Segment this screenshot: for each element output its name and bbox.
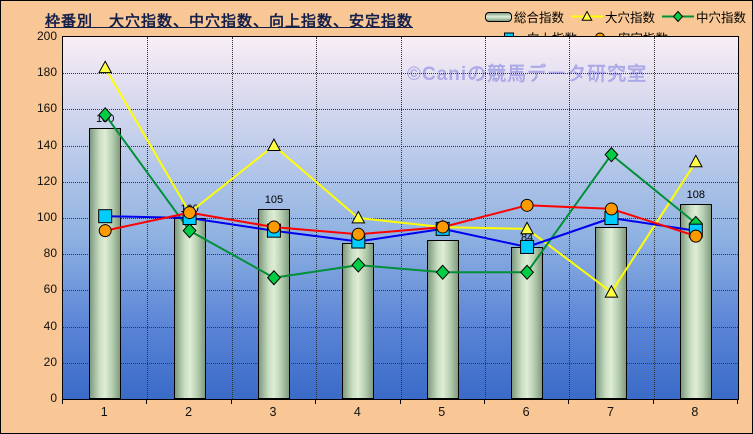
bar-data-label: 84 (520, 231, 534, 244)
x-axis-tick (315, 400, 317, 404)
bar-data-label: 108 (686, 188, 705, 201)
y-axis-label: 60 (43, 282, 57, 297)
x-axis-label: 1 (100, 405, 108, 419)
y-axis-label: 120 (36, 173, 57, 188)
diamond-marker (604, 146, 619, 163)
y-axis-label: 100 (36, 210, 57, 224)
y-axis-label: 180 (36, 65, 57, 80)
legend-label: 大穴指数 (605, 11, 656, 25)
circle-marker (520, 198, 534, 212)
legend-item-ooana: 大穴指数 (571, 7, 655, 26)
x-axis-label: 2 (185, 405, 193, 419)
bar-data-label: 95 (605, 212, 618, 225)
v-gridline (653, 37, 655, 399)
y-axis-label: 200 (36, 29, 57, 43)
x-axis-label: 5 (438, 405, 446, 419)
bar-8 (679, 203, 712, 399)
x-axis-tick (230, 400, 232, 404)
legend-item-sougou: 総合指数 (485, 7, 564, 26)
x-axis-tick (568, 400, 570, 404)
x-axis-tick (399, 400, 401, 404)
bar-3 (257, 208, 290, 399)
x-axis-label: 6 (522, 405, 530, 419)
bar-data-label: 150 (96, 112, 115, 125)
legend-row-1: 総合指数 大穴指数 中穴指数 (485, 7, 752, 26)
y-axis-label: 0 (50, 391, 57, 405)
bar-data-label: 88 (436, 224, 449, 237)
diamond-marker-icon (662, 10, 695, 23)
triangle-marker (581, 10, 593, 21)
bar-2 (173, 218, 206, 399)
x-axis-tick (652, 400, 654, 404)
x-axis-label: 8 (691, 405, 699, 419)
x-axis-tick (483, 400, 485, 404)
y-axis-label: 80 (43, 246, 57, 261)
diamond-marker (672, 10, 684, 23)
y-axis-label: 20 (43, 354, 57, 369)
v-gridline (231, 37, 233, 399)
bar-1 (89, 127, 122, 399)
x-axis-tick (62, 400, 63, 404)
bar-data-label: 105 (264, 193, 284, 206)
bar-4 (342, 243, 375, 399)
v-gridline (316, 37, 318, 399)
plot-area: ©Caniの競馬データ研究室 150 100 105 86 88 84 95 108 (62, 36, 739, 400)
legend-label: 総合指数 (514, 11, 565, 25)
legend-item-chuuana: 中穴指数 (662, 7, 746, 26)
y-axis-label: 160 (36, 101, 57, 116)
triangle-marker (688, 154, 703, 168)
triangle-marker (98, 60, 113, 74)
x-axis-label: 7 (606, 405, 614, 419)
y-axis-label: 140 (36, 137, 57, 152)
legend-label: 中穴指数 (696, 11, 747, 25)
x-axis-tick (737, 400, 738, 404)
bar-5 (426, 239, 459, 399)
chart-title: 枠番別 大穴指数、中穴指数、向上指数、安定指数 (45, 13, 414, 30)
bar-7 (595, 227, 628, 399)
bar-swatch-icon (485, 11, 512, 22)
triangle-marker-icon (571, 10, 604, 23)
bar-data-label: 86 (352, 228, 365, 241)
bar-6 (511, 246, 544, 399)
x-axis-label: 3 (269, 405, 277, 419)
y-axis-label: 40 (43, 318, 57, 333)
bar-data-label: 100 (180, 203, 199, 215)
v-gridline (569, 37, 571, 399)
v-gridline (147, 37, 149, 399)
v-gridline (484, 37, 486, 399)
x-axis-label: 4 (353, 405, 361, 419)
v-gridline (400, 37, 402, 399)
x-axis-tick (146, 400, 148, 404)
